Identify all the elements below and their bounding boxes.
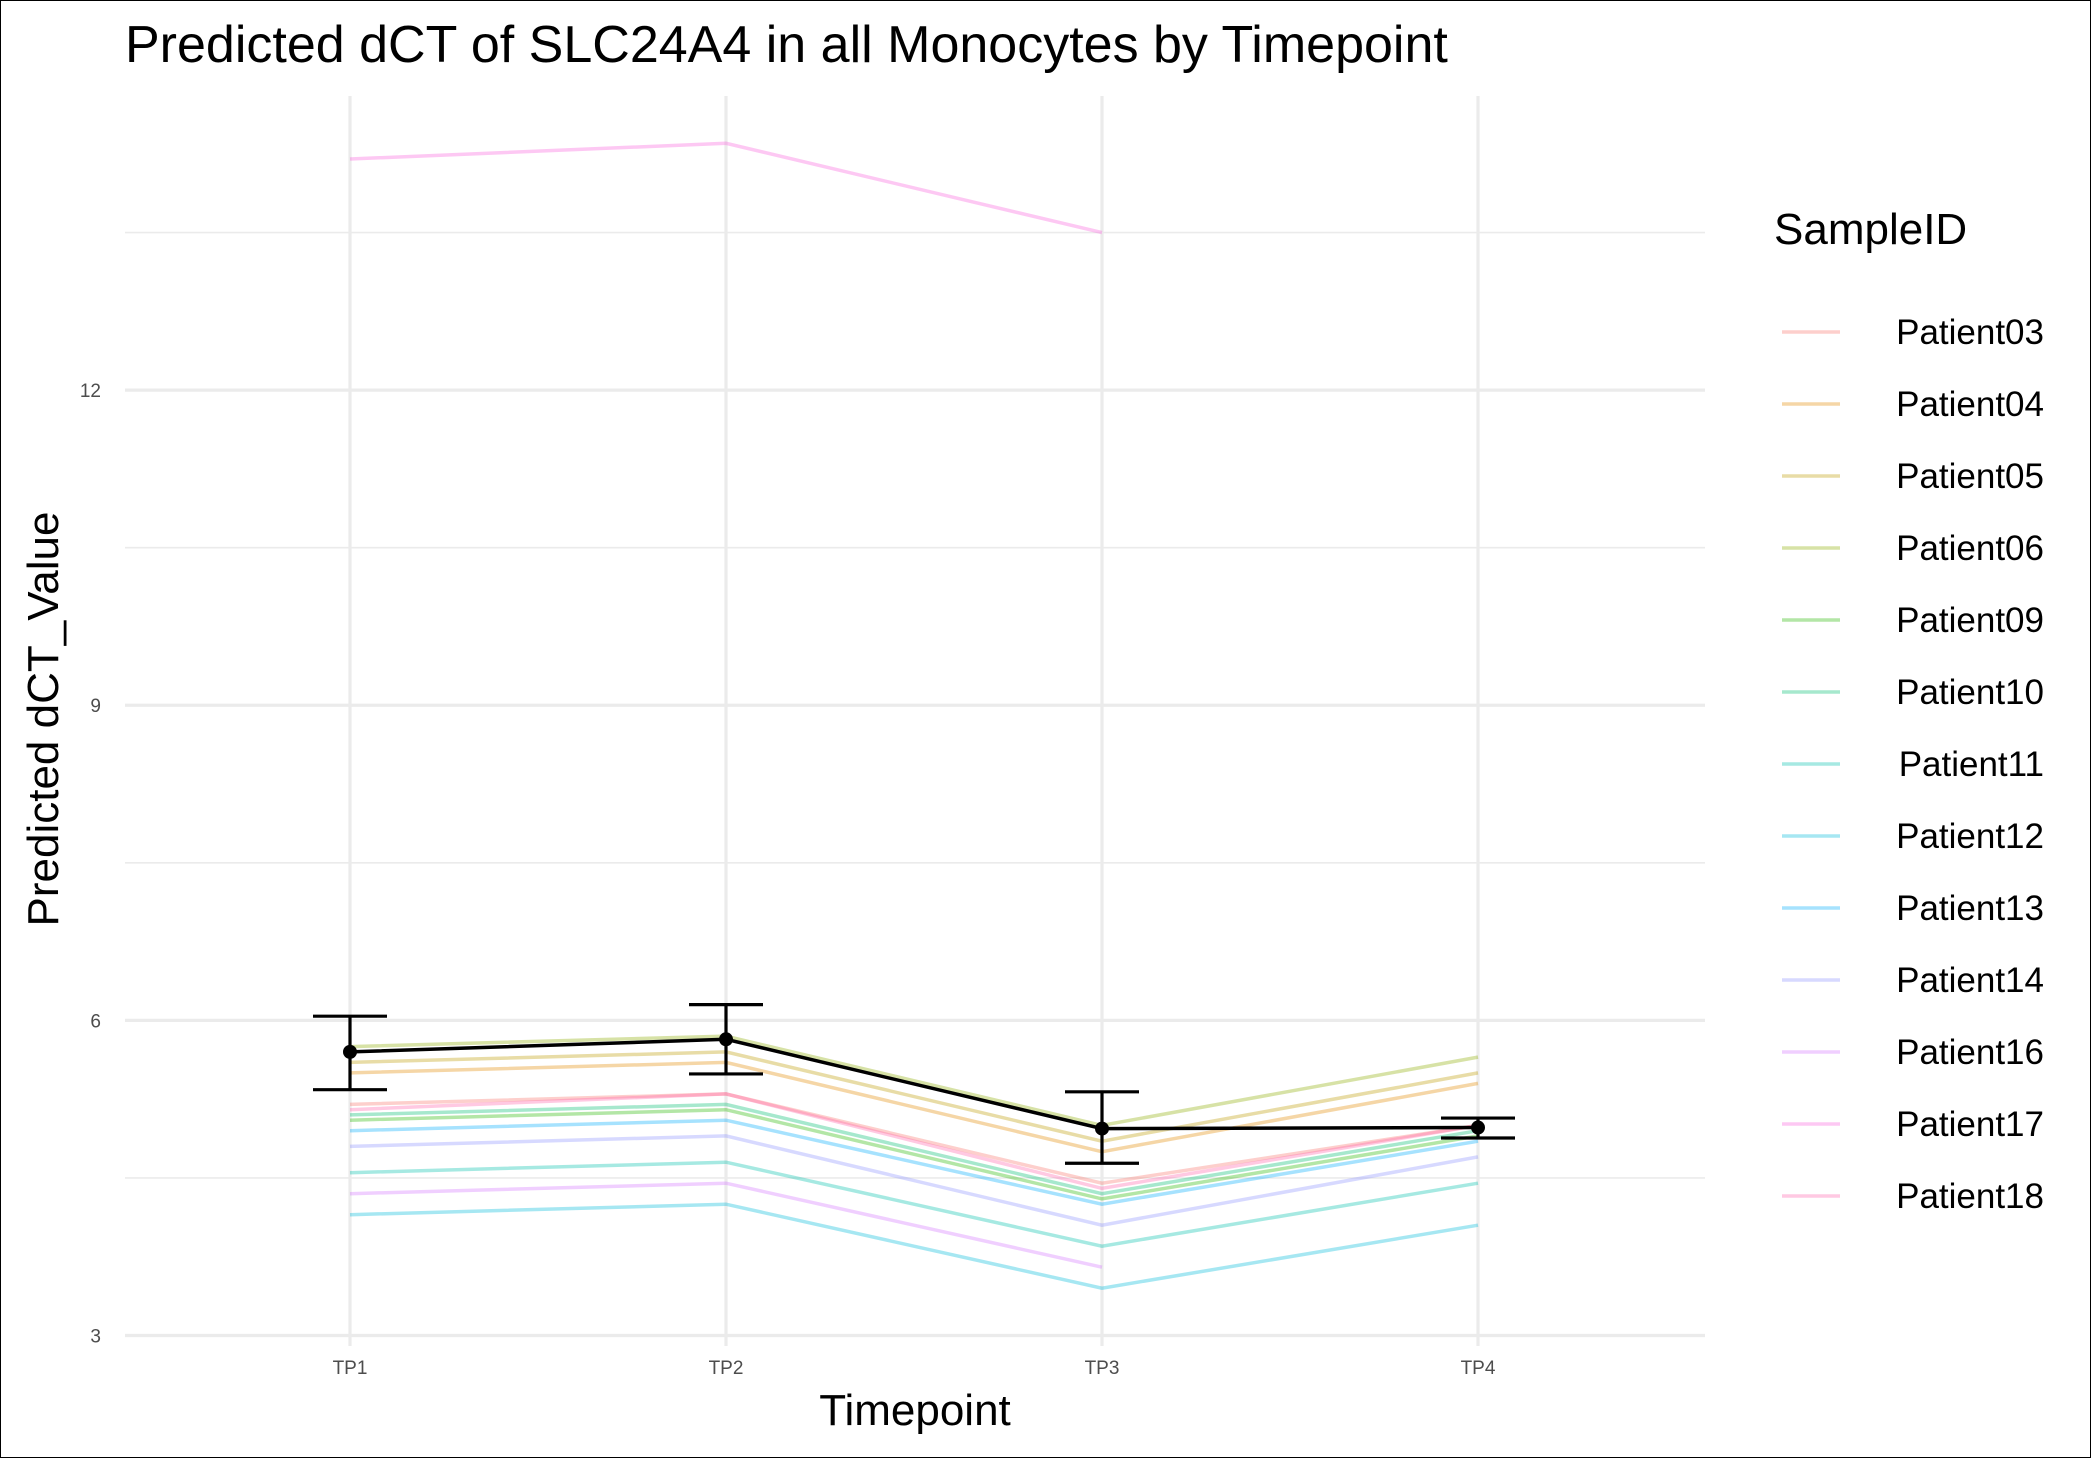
- legend-label: Patient05: [1896, 457, 2044, 496]
- error-bar: [1065, 1090, 1139, 1165]
- legend-label: Patient12: [1896, 817, 2044, 856]
- legend-label: Patient11: [1899, 745, 2044, 784]
- mean-point: [1471, 1120, 1485, 1135]
- series-line-patient16: [349, 1181, 1103, 1269]
- series-line-patient17: [349, 141, 1103, 235]
- mean-point: [719, 1032, 733, 1047]
- legend-title: SampleID: [1774, 205, 1967, 254]
- legend-label: Patient13: [1896, 889, 2044, 928]
- mean-line: [349, 1037, 1479, 1131]
- x-axis-title: Timepoint: [819, 1386, 1011, 1435]
- series-line-patient09: [349, 1107, 1479, 1201]
- legend-label: Patient16: [1896, 1033, 2044, 1072]
- x-tick-label: TP4: [1461, 1358, 1496, 1379]
- legend-item: Patient18: [1782, 1177, 2044, 1216]
- x-axis-ticks: TP1 TP2 TP3 TP4: [333, 1358, 1496, 1379]
- series-line-patient14: [349, 1134, 1479, 1227]
- legend-item: Patient16: [1782, 1033, 2044, 1072]
- legend-item: Patient10: [1782, 673, 2044, 712]
- legend-item: Patient14: [1782, 961, 2044, 1000]
- legend-item: Patient12: [1782, 817, 2044, 856]
- y-tick-label: 6: [90, 1011, 101, 1032]
- y-tick-label: 3: [90, 1326, 101, 1347]
- x-tick-label: TP3: [1085, 1358, 1120, 1379]
- series-line-patient18: [349, 1092, 1479, 1191]
- legend-item: Patient09: [1782, 601, 2044, 640]
- y-tick-label: 9: [90, 696, 101, 717]
- legend: SampleID Patient03Patient04Patient05Pati…: [1774, 205, 2044, 1216]
- y-axis-ticks: 3 6 9 12: [80, 381, 101, 1347]
- legend-item: Patient04: [1782, 385, 2044, 424]
- error-bar: [313, 1014, 387, 1092]
- legend-label: Patient04: [1896, 385, 2044, 424]
- mean-point: [1095, 1121, 1109, 1136]
- legend-item: Patient03: [1782, 313, 2044, 352]
- legend-item: Patient06: [1782, 529, 2044, 568]
- legend-label: Patient09: [1896, 601, 2044, 640]
- series-line-patient10: [349, 1102, 1479, 1196]
- x-tick-label: TP1: [333, 1358, 368, 1379]
- series-layer: [349, 141, 1479, 1290]
- legend-label: Patient03: [1896, 313, 2044, 352]
- series-line-patient06: [349, 1034, 1479, 1128]
- series-line-patient12: [349, 1202, 1479, 1290]
- x-tick-label: TP2: [709, 1358, 744, 1379]
- series-line-patient11: [349, 1160, 1479, 1248]
- error-bar: [1441, 1116, 1515, 1140]
- mean-point: [343, 1044, 357, 1059]
- series-line-patient04: [349, 1060, 1479, 1154]
- legend-label: Patient06: [1896, 529, 2044, 568]
- y-axis-title: Predicted dCT_Value: [19, 512, 68, 927]
- grid: [125, 96, 1705, 1346]
- series-line-patient13: [349, 1118, 1479, 1206]
- legend-label: Patient17: [1896, 1105, 2044, 1144]
- y-tick-label: 12: [80, 381, 101, 402]
- legend-items: Patient03 Patient04 Patient05 Patient06 Pati…: [1782, 313, 2044, 1216]
- legend-item: Patient13: [1782, 889, 2044, 928]
- legend-item: Patient11: [1782, 745, 2044, 784]
- legend-label: Patient10: [1896, 673, 2044, 712]
- mean-layer: [313, 1003, 1515, 1165]
- series-line-patient03: [349, 1092, 1479, 1185]
- legend-label: Patient14: [1896, 961, 2044, 1000]
- error-bar: [689, 1003, 763, 1076]
- series-line-patient05: [349, 1050, 1479, 1143]
- legend-label: Patient18: [1896, 1177, 2044, 1216]
- legend-item: Patient17: [1782, 1105, 2044, 1144]
- chart-title: Predicted dCT of SLC24A4 in all Monocyte…: [125, 16, 1448, 74]
- legend-item: Patient05: [1782, 457, 2044, 496]
